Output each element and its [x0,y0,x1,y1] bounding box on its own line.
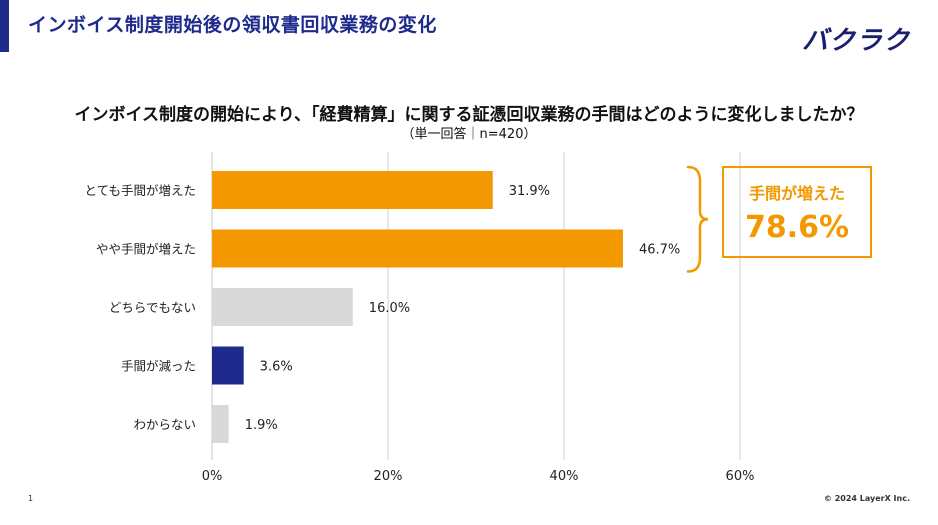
brand-logo: バクラク [801,26,910,56]
survey-subtitle: （単一回答｜n=420） [401,127,537,142]
bar [212,288,353,326]
survey-question: インボイス制度の開始により、「経費精算」に関する証憑回収業務の手間はどのように変… [74,105,864,125]
category-label: 手間が減った [121,359,196,374]
x-tick-label: 20% [374,469,403,484]
category-label: どちらでもない [109,300,196,315]
callout-label: 手間が増えた [748,184,845,203]
callout-value: 78.6% [744,210,850,245]
title-accent-bar [0,0,9,52]
value-label: 3.6% [260,360,293,375]
value-label: 1.9% [245,418,278,433]
value-label: 31.9% [509,184,550,199]
x-tick-label: 40% [550,469,579,484]
bar [212,405,229,443]
category-label: わからない [133,417,196,432]
page-number: 1 [28,494,34,503]
bar [212,346,244,385]
value-label: 16.0% [369,301,410,316]
group-brace [686,165,709,273]
slide-title: インボイス制度開始後の領収書回収業務の変化 [28,14,437,36]
copyright: © 2024 LayerX Inc. [823,494,910,503]
x-tick-label: 0% [202,469,223,484]
bar [212,171,493,209]
x-tick-label: 60% [726,469,755,484]
category-label: とても手間が増えた [84,183,196,198]
bar [212,229,623,268]
category-label: やや手間が増えた [96,242,196,257]
value-label: 46.7% [639,243,680,258]
summary-callout: 手間が増えた 78.6% [722,166,872,258]
